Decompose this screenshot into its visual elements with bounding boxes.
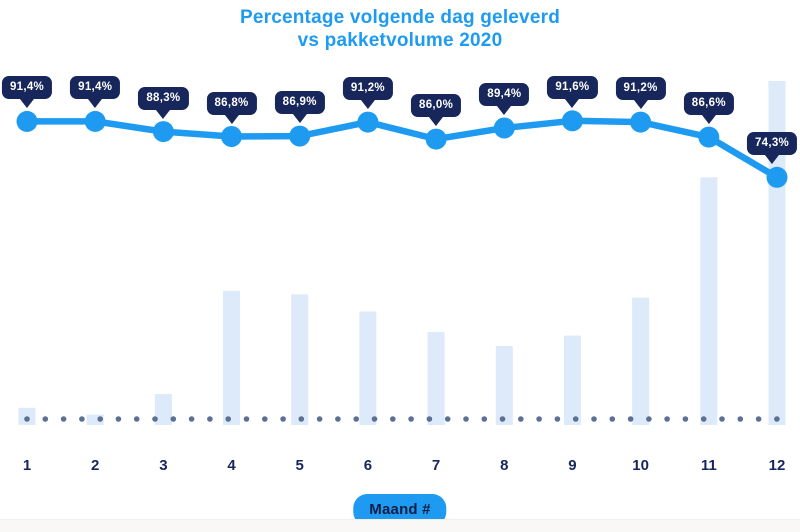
volume-bar <box>291 294 309 425</box>
baseline-dot <box>97 416 103 422</box>
baseline-dot <box>518 416 524 422</box>
baseline-dot <box>79 416 85 422</box>
baseline-dot <box>627 416 634 422</box>
x-tick-label: 5 <box>295 457 304 474</box>
baseline-dot <box>243 416 250 422</box>
baseline-dot <box>700 416 707 422</box>
x-tick-label: 2 <box>91 457 100 474</box>
baseline-dot <box>225 416 231 422</box>
volume-bar <box>86 414 104 425</box>
point-label-badge: 86,6% <box>683 92 734 116</box>
line-marker <box>84 110 106 132</box>
baseline-dot <box>207 416 213 422</box>
volume-bar <box>223 290 240 425</box>
volume-bar <box>427 332 445 425</box>
point-label-badge: 89,4% <box>479 83 530 106</box>
baseline-dot <box>24 416 30 422</box>
baseline-dot <box>262 416 268 422</box>
line-marker <box>561 110 583 132</box>
baseline-dot <box>316 416 323 422</box>
x-tick-label: 11 <box>700 457 717 474</box>
x-tick-label: 12 <box>768 457 786 474</box>
point-label-badge: 86,0% <box>411 94 462 118</box>
line-marker <box>16 110 38 132</box>
baseline-dot <box>664 416 670 422</box>
percentage-line <box>23 117 781 181</box>
baseline-dot <box>444 416 451 422</box>
chart-title: Percentage volgende dag geleverd vs pakk… <box>0 6 800 52</box>
point-label-badge: 91,2% <box>615 77 666 101</box>
point-label-badge: 91,4% <box>70 76 121 100</box>
x-tick-label: 9 <box>568 457 577 474</box>
volume-bar <box>700 177 718 425</box>
x-tick-label: 7 <box>431 457 441 474</box>
line-marker <box>289 125 311 147</box>
line-marker <box>630 111 652 133</box>
x-tick-label: 6 <box>363 457 373 474</box>
baseline-dot <box>609 416 616 422</box>
x-tick-label: 1 <box>22 457 32 474</box>
baseline-dot <box>591 416 597 422</box>
volume-bar <box>154 394 172 425</box>
line-marker <box>425 128 447 150</box>
baseline-dot <box>536 416 542 422</box>
point-label-badge: 86,8% <box>206 91 257 115</box>
baseline-dot <box>115 416 122 422</box>
baseline-dot <box>42 416 49 422</box>
baseline-dot <box>719 416 725 422</box>
line-marker <box>221 126 242 147</box>
baseline-dot <box>280 416 286 422</box>
baseline-dot <box>554 416 561 422</box>
x-tick-label: 10 <box>632 457 649 474</box>
baseline-dot <box>60 416 67 422</box>
line-marker <box>357 111 379 133</box>
baseline-dot <box>353 416 360 422</box>
baseline-dot <box>646 416 652 422</box>
chart-title-line2: vs pakketvolume 2020 <box>297 30 503 51</box>
point-label-badge: 91,6% <box>547 75 598 99</box>
point-label-badge: 91,4% <box>1 76 53 100</box>
point-label-badge: 91,2% <box>342 77 393 101</box>
volume-bar <box>495 345 513 425</box>
x-tick-label: 4 <box>227 457 236 474</box>
baseline-dot <box>152 416 158 422</box>
baseline-dot <box>463 416 469 422</box>
line-marker <box>698 126 720 148</box>
baseline-dot <box>133 416 140 422</box>
x-tick-label: 3 <box>159 457 168 474</box>
baseline-dot <box>737 416 744 422</box>
baseline-dot <box>188 416 195 422</box>
baseline-dot <box>774 416 780 422</box>
baseline-dot <box>499 416 506 422</box>
baseline-dot <box>390 416 396 422</box>
baseline-dot <box>371 416 378 422</box>
line-marker <box>766 166 788 188</box>
point-label-badge: 88,3% <box>138 86 189 110</box>
point-label-badge: 86,9% <box>274 91 325 115</box>
line-marker <box>493 117 515 139</box>
baseline-dot <box>481 416 488 422</box>
point-label-badge: 74,3% <box>746 132 798 156</box>
baseline-dot <box>426 416 433 422</box>
baseline-dot <box>170 416 177 422</box>
chart-title-line1: Percentage volgende dag geleverd <box>239 7 560 28</box>
baseline-dot <box>298 416 305 422</box>
baseline-dot <box>408 416 414 422</box>
baseline-dot <box>572 416 579 422</box>
line-marker <box>152 121 174 143</box>
volume-bar <box>632 297 650 425</box>
baseline-dot <box>682 416 689 422</box>
baseline-dot <box>755 416 762 422</box>
volume-bar <box>359 311 377 425</box>
x-tick-label: 8 <box>500 457 509 474</box>
bottom-strip <box>0 519 800 532</box>
baseline-dot <box>335 416 341 422</box>
volume-bar <box>563 335 581 425</box>
